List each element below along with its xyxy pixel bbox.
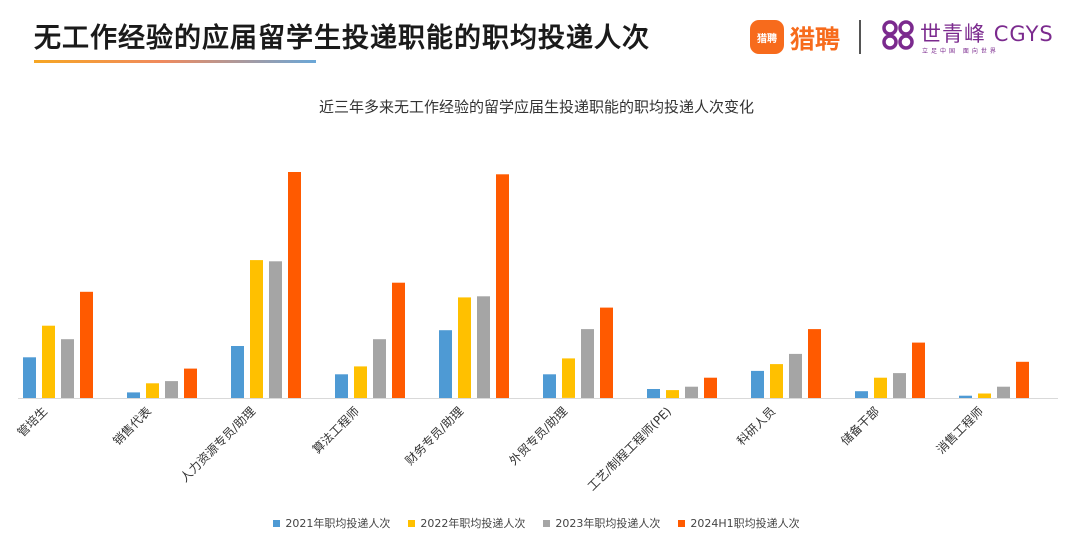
bar-2-8 xyxy=(770,364,783,398)
legend-item-2: 2022年职均投递人次 xyxy=(408,515,525,531)
legend-swatch xyxy=(273,519,281,527)
bar-3-10 xyxy=(997,386,1010,398)
category-label: 销售代表 xyxy=(110,404,155,449)
chart-title: 近三年多来无工作经验的留学应届生投递职能的职均投递人次变化 xyxy=(318,98,754,116)
cgys-name-latin: CGYS xyxy=(993,22,1054,46)
chart-legend: 2021年职均投递人次 2022年职均投递人次 2023年职均投递人次 2024H1职… xyxy=(0,515,1073,531)
bar-2-1 xyxy=(42,325,55,398)
bar-1-9 xyxy=(855,391,868,398)
bar-3-5 xyxy=(477,296,490,398)
legend-swatch xyxy=(678,519,686,527)
bar-2-6 xyxy=(562,358,575,398)
bar-4-10 xyxy=(1016,361,1029,398)
legend-label: 2022年职均投递人次 xyxy=(420,517,526,530)
bar-4-4 xyxy=(392,282,405,398)
cgys-name: 世青峰 CGYS xyxy=(920,18,1054,48)
cgys-mark-icon xyxy=(882,20,914,50)
bar-3-9 xyxy=(893,373,906,398)
category-label: 外贸专员/助理 xyxy=(506,404,570,468)
bar-1-8 xyxy=(751,370,764,398)
bar-4-5 xyxy=(496,174,509,398)
liepin-badge-icon: 猎聘 xyxy=(750,20,784,54)
bar-3-6 xyxy=(581,329,594,398)
category-label: 管培生 xyxy=(14,404,50,440)
legend-item-1: 2021年职均投递人次 xyxy=(273,515,390,531)
bar-2-9 xyxy=(874,377,887,398)
bar-4-8 xyxy=(808,329,821,398)
bar-1-4 xyxy=(335,374,348,398)
cgys-logo: 世青峰 CGYS 立足中国 面向世界 xyxy=(882,18,1062,56)
category-label: 财务专员/助理 xyxy=(402,404,466,468)
category-label: 储备干部 xyxy=(838,404,883,449)
category-label: 人力资源专员/助理 xyxy=(177,404,258,485)
bar-2-2 xyxy=(146,383,159,398)
bar-2-5 xyxy=(458,297,471,398)
category-label: 科研人员 xyxy=(734,404,778,448)
bar-1-1 xyxy=(23,357,36,398)
bar-4-9 xyxy=(912,342,925,398)
legend-swatch xyxy=(408,519,416,527)
bar-3-3 xyxy=(269,261,282,398)
bar-1-3 xyxy=(231,346,244,398)
bar-2-7 xyxy=(666,390,679,398)
bar-3-8 xyxy=(789,353,802,398)
title-underline xyxy=(34,60,316,63)
legend-label: 2024H1职均投递人次 xyxy=(690,517,800,530)
legend-item-3: 2023年职均投递人次 xyxy=(543,515,660,531)
bar-2-10 xyxy=(978,393,991,398)
bar-1-7 xyxy=(647,389,660,398)
legend-item-4: 2024H1职均投递人次 xyxy=(678,515,800,531)
bar-1-10 xyxy=(959,395,972,398)
bar-2-3 xyxy=(250,260,263,398)
category-label: 工艺/制程工程师(PE) xyxy=(584,404,674,494)
bar-3-1 xyxy=(61,339,74,398)
cgys-name-cn: 世青峰 xyxy=(920,22,986,46)
bar-4-7 xyxy=(704,377,717,398)
page-title: 无工作经验的应届留学生投递职能的职均投递人次 xyxy=(34,23,650,54)
cgys-slogan: 立足中国 面向世界 xyxy=(922,48,999,55)
bar-2-4 xyxy=(354,366,367,398)
bar-1-5 xyxy=(439,330,452,398)
bar-3-7 xyxy=(685,386,698,398)
liepin-name: 猎聘 xyxy=(790,25,841,54)
bar-3-2 xyxy=(165,381,178,398)
bar-4-1 xyxy=(80,291,93,398)
bar-3-4 xyxy=(373,339,386,398)
logo-divider xyxy=(859,20,861,54)
bar-4-6 xyxy=(600,307,613,398)
bar-4-3 xyxy=(288,172,301,398)
liepin-badge-text: 猎聘 xyxy=(757,34,777,45)
category-label: 消售工程师 xyxy=(933,404,986,457)
legend-label: 2023年职均投递人次 xyxy=(555,517,661,530)
legend-label: 2021年职均投递人次 xyxy=(285,517,391,530)
category-label: 算法工程师 xyxy=(309,404,362,457)
bar-1-6 xyxy=(543,374,556,398)
legend-swatch xyxy=(543,519,551,527)
bar-1-2 xyxy=(127,392,140,399)
bar-4-2 xyxy=(184,368,197,398)
